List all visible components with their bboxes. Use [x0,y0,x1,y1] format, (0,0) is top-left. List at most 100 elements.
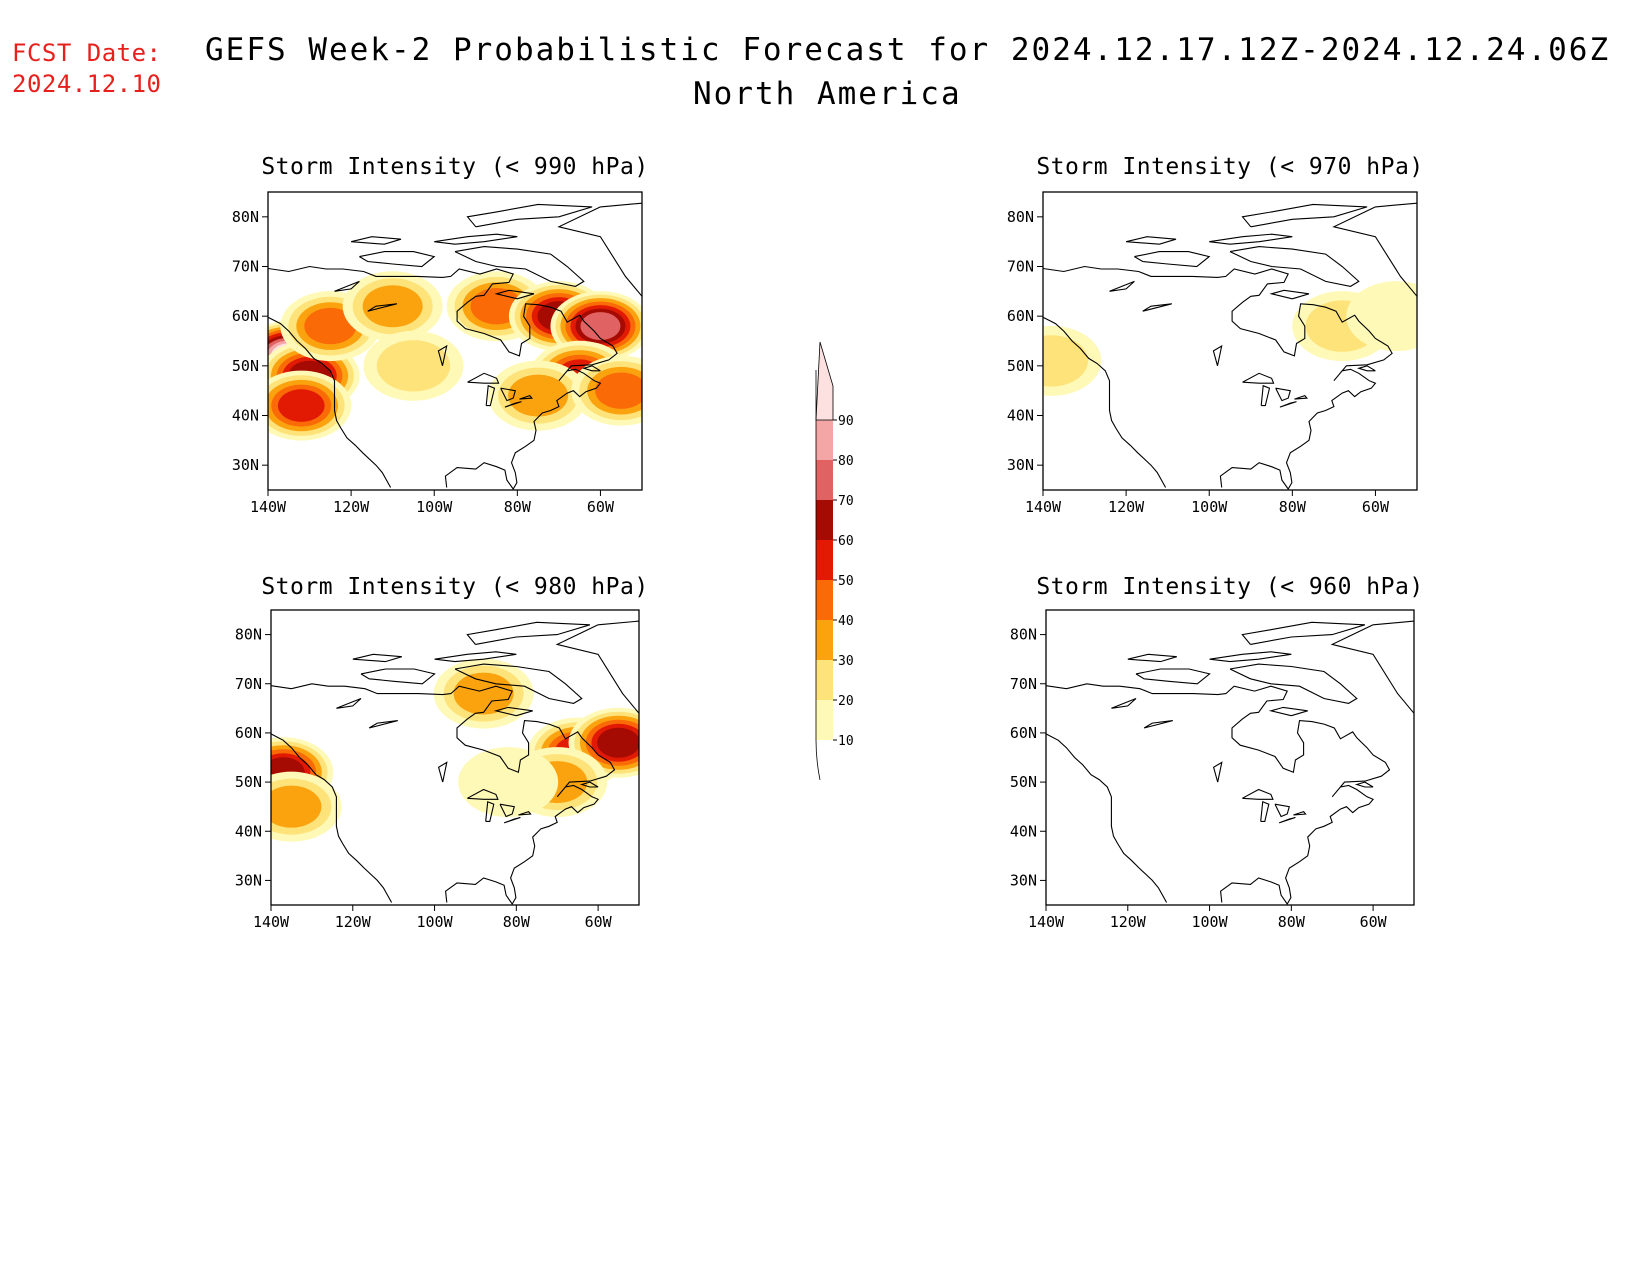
lon-tick-label: 140W [1025,498,1062,516]
lat-tick-label: 50N [235,773,262,791]
probability-contour [271,785,322,828]
panel-title: Storm Intensity (< 980 hPa) [261,574,648,600]
lon-tick-label: 140W [1028,913,1065,931]
panel-title: Storm Intensity (< 970 hPa) [1036,154,1423,180]
colorbar-box [816,420,833,460]
lake-outline [485,384,496,407]
lon-tick-label: 120W [1108,498,1145,516]
lake-outline [1143,720,1173,729]
lat-tick-label: 50N [1007,357,1034,375]
island-outline [359,251,436,268]
lat-tick-label: 30N [1007,456,1034,474]
lake-outline [485,801,495,822]
lat-tick-label: 70N [232,258,259,276]
island-outline [1354,781,1374,788]
lake-outline [1294,394,1309,400]
island-outline [1229,246,1360,287]
lake-outline [519,394,534,400]
map-panel-1: Storm Intensity (< 990 hPa) 80N 70N 60N 50N 4… [232,154,648,516]
lon-tick-label: 120W [335,913,372,931]
lat-tick-label: 70N [1010,675,1037,693]
colorbar-box [816,460,833,500]
lake-outline [1293,810,1307,816]
colorbar-tick-label: 60 [838,534,854,549]
lat-tick-label: 40N [232,407,259,425]
lake-outline [1260,801,1270,822]
lon-tick-label: 80W [503,913,531,931]
coastline [1046,620,1414,905]
coastline [1043,202,1417,490]
probability-contour [508,374,569,417]
island-outline [454,663,583,704]
lat-tick-label: 80N [232,208,259,226]
lon-tick-label: 100W [416,498,453,516]
map-panel-4: Storm Intensity (< 960 hPa) 80N 70N 60N 50N 4… [1010,574,1423,931]
lon-tick-label: 60W [585,913,613,931]
lat-tick-label: 70N [235,675,262,693]
lake-outline [1260,384,1271,407]
lake-outline [1109,280,1135,292]
colorbar-box [816,500,833,540]
island-outline [1135,668,1211,685]
colorbar-tick-label: 40 [838,614,854,629]
lake-outline [1212,344,1223,366]
lat-tick-label: 50N [232,357,259,375]
lake-outline [437,761,448,783]
lat-tick-label: 80N [1010,626,1037,644]
lake-outline [1279,401,1297,408]
west-coastline [1046,733,1168,903]
island-outline [581,365,601,372]
island-outline [1330,620,1414,715]
colorbar-cap-bottom [815,739,821,781]
island-outline [1268,706,1308,717]
lat-tick-label: 40N [235,822,262,840]
probability-contour [580,312,621,341]
island-outline [454,246,585,287]
probability-contour [1346,281,1417,352]
lake-outline [1274,803,1290,818]
lon-tick-label: 100W [416,913,453,931]
island-outline [350,236,402,245]
island-outline [434,233,518,245]
lake-outline [1142,303,1172,312]
map-frame [1042,191,1418,491]
probability-contour [362,285,423,328]
lat-tick-label: 30N [235,871,262,889]
east-coastline [268,265,618,490]
island-outline [579,781,599,788]
island-outline [1241,621,1366,645]
colorbar-tick-label: 90 [838,414,854,429]
island-outline [434,651,517,663]
panel-title: Storm Intensity (< 990 hPa) [261,154,648,180]
colorbar-box [816,540,833,580]
lon-tick-label: 80W [504,498,532,516]
lon-tick-label: 60W [1360,913,1388,931]
lake-outline [499,803,515,818]
island-outline [1229,663,1358,704]
lon-tick-label: 100W [1191,498,1228,516]
island-outline [555,620,639,715]
lake-outline [1111,697,1137,709]
lon-tick-label: 80W [1278,913,1306,931]
island-outline [466,621,591,645]
lake-outline [503,816,521,824]
colorbar-tick-label: 20 [838,694,854,709]
colorbar: 10 20 30 40 50 60 70 80 90 [815,341,854,781]
island-outline [493,706,533,717]
lat-tick-label: 40N [1007,407,1034,425]
colorbar-box [816,620,833,660]
lake-outline [1242,372,1275,384]
colorbar-box [816,660,833,700]
lat-tick-label: 60N [1010,724,1037,742]
lake-outline [1275,387,1291,402]
island-outline [466,203,593,228]
main-title-line1: GEFS Week-2 Probabilistic Forecast for 2… [205,32,1611,68]
lon-tick-label: 60W [1362,498,1390,516]
lat-tick-label: 60N [235,724,262,742]
panel-title: Storm Intensity (< 960 hPa) [1036,574,1423,600]
colorbar-tick-label: 80 [838,454,854,469]
colorbar-tick-label: 50 [838,574,854,589]
lake-outline [1242,788,1274,800]
lon-tick-label: 120W [333,498,370,516]
